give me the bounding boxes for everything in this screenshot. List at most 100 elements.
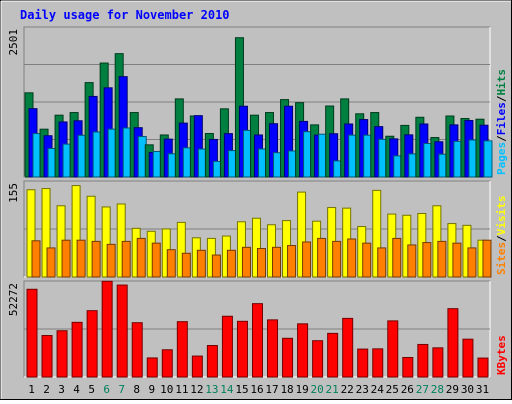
- legend-entry: /: [495, 95, 508, 102]
- bar-kbytes-day-15: [236, 320, 248, 378]
- x-tick-label: 16: [250, 383, 263, 396]
- bar-sites-day-19: [302, 241, 312, 278]
- bar-kbytes-day-18: [282, 337, 294, 378]
- x-tick-label: 18: [280, 383, 293, 396]
- bar-sites-day-25: [392, 237, 402, 278]
- bar-sites-day-11: [181, 252, 191, 278]
- bar-kbytes-day-25: [387, 320, 399, 378]
- x-tick-label: 31: [476, 383, 489, 396]
- bar-kbytes-day-4: [71, 321, 83, 378]
- bar-sites-day-20: [317, 237, 327, 278]
- bar-kbytes-day-30: [462, 338, 474, 378]
- bar-visits-day-24: [372, 189, 382, 278]
- bar-kbytes-day-27: [417, 343, 429, 378]
- legend-panel3: KBytes: [495, 335, 508, 375]
- legend-entry: Sites: [495, 242, 508, 275]
- label-layer: 2501Pages/Files/Hits155Sites/Visits52272…: [7, 29, 508, 396]
- x-tick-label: 22: [341, 383, 354, 396]
- x-tick-label: 10: [160, 383, 173, 396]
- bar-visits-day-6: [101, 206, 111, 278]
- bar-layer: [24, 37, 493, 378]
- bar-sites-day-24: [377, 247, 387, 278]
- legend-entry: Files: [495, 102, 508, 135]
- x-tick-label: 17: [265, 383, 278, 396]
- legend-entry: Visits: [495, 196, 508, 236]
- bar-sites-day-4: [76, 239, 86, 278]
- x-tick-label: 7: [118, 383, 125, 396]
- legend-entry: KBytes: [495, 335, 508, 375]
- bar-sites-day-13: [211, 254, 221, 278]
- bar-sites-day-21: [332, 240, 342, 278]
- y-max-label: 52272: [7, 283, 20, 316]
- bar-sites-day-9: [151, 242, 161, 278]
- x-tick-label: 11: [175, 383, 188, 396]
- bar-kbytes-day-2: [41, 334, 53, 378]
- bar-kbytes-day-10: [161, 349, 173, 378]
- bar-kbytes-day-9: [146, 357, 158, 378]
- bar-sites-day-10: [166, 249, 176, 278]
- legend-entry: /: [495, 235, 508, 242]
- bar-sites-day-17: [272, 246, 282, 278]
- y-max-label: 155: [7, 183, 20, 203]
- legend-entry: Pages: [495, 142, 508, 175]
- bar-kbytes-day-12: [191, 355, 203, 378]
- bar-kbytes-day-8: [131, 322, 143, 378]
- x-tick-label: 14: [220, 383, 234, 396]
- y-max-label: 2501: [7, 29, 20, 56]
- bar-kbytes-day-16: [251, 303, 263, 378]
- x-tick-label: 26: [401, 383, 414, 396]
- bar-sites-day-26: [407, 244, 417, 278]
- bar-sites-day-22: [347, 238, 357, 278]
- x-tick-label: 23: [356, 383, 369, 396]
- bar-kbytes-day-20: [312, 340, 324, 378]
- bar-kbytes-day-1: [26, 288, 38, 378]
- bar-visits-day-2: [41, 188, 51, 278]
- chart-title: Daily usage for November 2010: [20, 8, 230, 22]
- x-tick-label: 15: [235, 383, 248, 396]
- bar-sites-day-16: [256, 248, 266, 278]
- bar-kbytes-day-21: [327, 332, 339, 378]
- bar-pages-day-31: [483, 140, 493, 178]
- bar-kbytes-day-22: [342, 317, 354, 378]
- bar-visits-day-5: [86, 195, 96, 278]
- x-tick-label: 8: [133, 383, 140, 396]
- bar-sites-day-31: [482, 239, 492, 278]
- bar-sites-day-15: [241, 246, 251, 278]
- x-tick-label: 21: [326, 383, 339, 396]
- x-tick-label: 19: [295, 383, 308, 396]
- bar-sites-day-12: [196, 249, 206, 278]
- bar-kbytes-day-13: [206, 345, 218, 378]
- x-tick-label: 30: [461, 383, 474, 396]
- bar-sites-day-23: [362, 242, 372, 278]
- bar-kbytes-day-14: [221, 315, 233, 378]
- x-tick-label: 20: [311, 383, 324, 396]
- x-tick-label: 25: [386, 383, 399, 396]
- bar-kbytes-day-3: [56, 330, 68, 378]
- legend-entry: Hits: [495, 69, 508, 96]
- bar-sites-day-3: [61, 239, 71, 278]
- x-tick-label: 5: [88, 383, 95, 396]
- x-tick-label: 3: [58, 383, 65, 396]
- x-tick-label: 2: [43, 383, 50, 396]
- bar-sites-day-30: [467, 247, 477, 278]
- bar-sites-day-6: [106, 243, 116, 278]
- bar-visits-day-7: [116, 203, 126, 278]
- bar-kbytes-day-7: [116, 284, 128, 378]
- x-tick-label: 24: [371, 383, 385, 396]
- x-tick-label: 27: [416, 383, 429, 396]
- bar-kbytes-day-24: [372, 348, 384, 378]
- bar-kbytes-day-11: [176, 321, 188, 378]
- x-tick-label: 4: [73, 383, 80, 396]
- x-tick-label: 9: [148, 383, 155, 396]
- bar-kbytes-day-19: [297, 323, 309, 378]
- bar-visits-day-4: [71, 185, 81, 278]
- bar-visits-day-11: [176, 221, 186, 278]
- bar-sites-day-27: [422, 242, 432, 278]
- legend-entry: /: [495, 135, 508, 142]
- bar-kbytes-day-5: [86, 310, 98, 378]
- bar-kbytes-day-31: [477, 357, 489, 378]
- bar-kbytes-day-6: [101, 280, 113, 378]
- bar-sites-day-1: [31, 240, 41, 278]
- legend-panel1: Pages/Files/Hits: [495, 69, 508, 175]
